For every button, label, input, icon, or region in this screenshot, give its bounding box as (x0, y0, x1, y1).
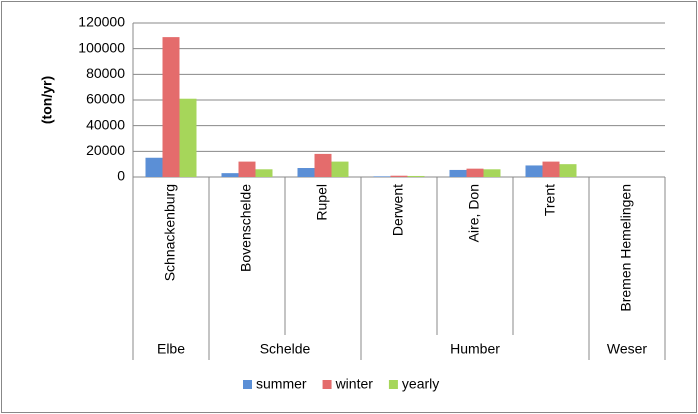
legend-swatch (388, 380, 398, 389)
x-tick-label: Aire, Don (466, 184, 482, 242)
legend-swatch (243, 380, 252, 389)
y-tick-label: 0 (117, 168, 125, 184)
bar (162, 37, 180, 177)
x-tick-label: Trent (542, 184, 558, 216)
bar (255, 169, 273, 177)
y-tick-label: 20000 (86, 142, 125, 158)
group-label: Humber (450, 341, 500, 357)
legend-label: summer (256, 376, 307, 392)
bar (390, 175, 408, 177)
y-axis-label: (ton/yr) (39, 76, 55, 124)
bar (221, 173, 239, 177)
legend-swatch (322, 380, 332, 389)
x-tick-label: Bovenschelde (238, 184, 254, 272)
x-tick-label: Derwent (390, 184, 406, 236)
y-tick-label: 120000 (78, 14, 125, 30)
bar (559, 164, 577, 177)
bar (331, 161, 349, 177)
x-tick-label: Rupel (314, 184, 330, 221)
bar (314, 153, 332, 177)
y-tick-label: 40000 (86, 116, 125, 132)
x-tick-label: Bremen Hemelingen (618, 184, 634, 312)
bar (373, 176, 391, 177)
bar (449, 169, 467, 177)
bar (238, 161, 256, 177)
legend-label: yearly (402, 376, 439, 392)
x-tick-label: Schnackenburg (162, 184, 178, 281)
bar (145, 157, 163, 177)
bar (525, 165, 543, 177)
bar (297, 168, 315, 177)
y-tick-label: 100000 (78, 39, 125, 55)
group-label: Weser (607, 341, 648, 357)
bar (407, 175, 425, 177)
bar (483, 169, 501, 177)
legend-label: winter (335, 376, 374, 392)
y-tick-label: 60000 (86, 91, 125, 107)
y-tick-label: 80000 (86, 65, 125, 81)
bar (466, 168, 484, 177)
group-label: Elbe (157, 341, 185, 357)
bar (542, 161, 560, 177)
group-label: Schelde (260, 341, 311, 357)
bar (179, 98, 197, 177)
